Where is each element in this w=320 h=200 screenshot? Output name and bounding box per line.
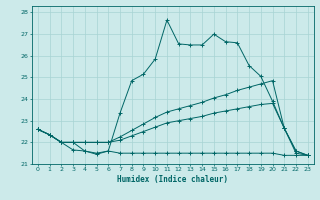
X-axis label: Humidex (Indice chaleur): Humidex (Indice chaleur) bbox=[117, 175, 228, 184]
